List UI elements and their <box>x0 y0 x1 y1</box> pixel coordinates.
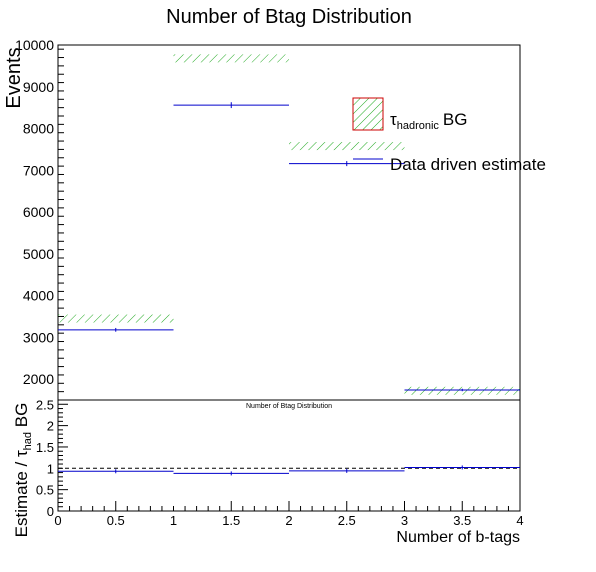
ratio-y-tick-label: 2 <box>47 419 54 434</box>
ratio-x-tick-label: 2 <box>285 513 292 528</box>
ratio-ylabel-pre: Estimate / <box>12 457 31 537</box>
main-y-tick-label: 9000 <box>23 79 54 95</box>
main-y-tick-label: 2000 <box>23 371 54 387</box>
ratio-y-tick-label: 1.5 <box>36 440 54 455</box>
main-y-tick-label: 7000 <box>23 162 54 178</box>
ratio-x-axis-label: Number of b-tags <box>396 529 520 546</box>
main-y-tick-label: 6000 <box>23 204 54 220</box>
ratio-y-ticks: 0 0.5 1 1.5 2 2.5 <box>36 397 68 519</box>
legend-bg-label: τhadronic BG <box>390 110 467 132</box>
ratio-x-tick-label: 4 <box>516 513 523 528</box>
main-y-axis-label: Events <box>3 47 25 108</box>
ratio-x-tick-label: 1.5 <box>222 513 240 528</box>
main-y-tick-label: 4000 <box>23 288 54 304</box>
ratio-plot-frame <box>58 400 520 511</box>
ratio-y-axis-label: Estimate / τhad BG <box>12 403 34 538</box>
ratio-x-tick-label: 0.5 <box>107 513 125 528</box>
legend-estimate-label: Data driven estimate <box>390 155 546 174</box>
ratio-y-tick-label: 0.5 <box>36 483 54 498</box>
bg-bin-bar <box>174 54 290 62</box>
legend-bg-subscript: hadronic <box>397 120 440 132</box>
bg-bin-bar <box>289 142 405 150</box>
main-y-tick-label: 3000 <box>23 329 54 345</box>
ratio-x-tick-label: 3 <box>401 513 408 528</box>
main-y-tick-label: 10000 <box>15 37 54 53</box>
ratio-x-tick-label: 3.5 <box>453 513 471 528</box>
ratio-y-tick-label: 1 <box>47 461 54 476</box>
legend: τhadronic BG Data driven estimate <box>353 98 546 174</box>
ratio-y-tick-label: 0 <box>47 504 54 519</box>
ratio-histogram <box>58 465 520 475</box>
ratio-x-ticks: 0 0.5 1 1.5 2 2.5 3 3.5 4 <box>54 501 523 528</box>
main-y-tick-label: 5000 <box>23 246 54 262</box>
ratio-x-tick-label: 0 <box>54 513 61 528</box>
main-plot-frame <box>58 45 520 400</box>
main-y-ticks: 2000 3000 4000 5000 6000 7000 8000 9000 10000 <box>15 37 64 400</box>
ratio-chart-title: Number of Btag Distribution <box>246 403 332 410</box>
main-chart-title: Number of Btag Distribution <box>166 6 412 28</box>
ratio-x-tick-label: 2.5 <box>338 513 356 528</box>
bg-bin-bar <box>58 315 174 323</box>
ratio-ylabel-post: BG <box>12 403 31 432</box>
legend-bg-swatch <box>353 98 383 130</box>
ratio-ylabel-sub: had <box>22 432 34 450</box>
legend-bg-text: BG <box>443 110 468 129</box>
main-y-tick-label: 8000 <box>23 121 54 137</box>
ratio-y-tick-label: 2.5 <box>36 397 54 412</box>
ratio-x-tick-label: 1 <box>170 513 177 528</box>
